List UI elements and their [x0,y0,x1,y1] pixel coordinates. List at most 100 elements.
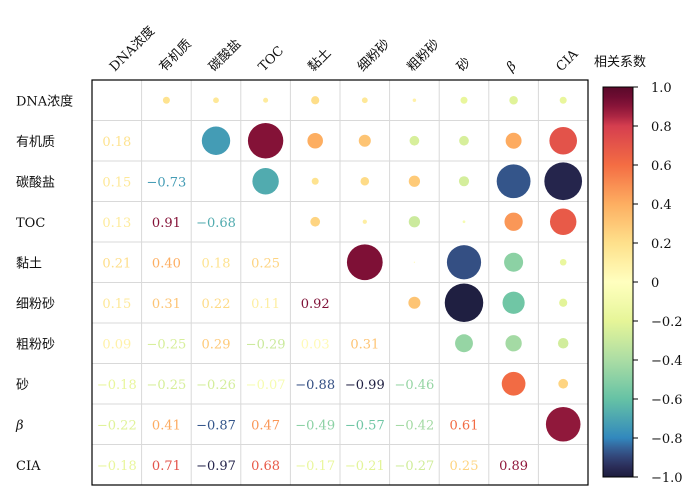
row-label: CIA [16,459,41,474]
correlation-value-label: 0.61 [450,418,479,433]
correlation-circle [504,252,524,272]
correlation-value-label: 0.89 [499,459,528,474]
correlation-value-label: −0.22 [97,418,137,433]
colorbar-tick-label: −0.2 [651,315,683,330]
colorbar-title: 相关系数 [594,55,646,70]
correlation-circle [559,258,567,266]
row-label: 碳酸盐 [16,175,55,190]
correlation-value-label: −0.49 [295,418,335,433]
correlation-circle [502,291,525,314]
correlation-value-label: 0.71 [152,459,181,474]
correlation-value-label: −0.29 [246,337,286,352]
colorbar-tick-label: 0.2 [651,237,672,252]
colorbar-tick-label: −0.6 [651,393,683,408]
correlation-value-label: 0.15 [102,175,131,190]
correlation-value-label: 0.18 [102,135,131,150]
correlation-value-label: −0.26 [196,378,236,393]
row-label: 细粉砂 [16,297,55,312]
correlation-circle [549,208,577,235]
row-label: 有机质 [16,135,55,150]
correlation-circle [311,177,319,185]
correlation-circle [458,176,470,187]
colorbar-tick-label: −0.8 [651,432,683,447]
correlation-circle [544,162,583,201]
correlation-circle [559,96,567,104]
column-label: 碳酸盐 [206,37,244,75]
correlation-value-label: −0.25 [146,378,186,393]
correlation-value-label: −0.97 [196,459,236,474]
correlation-value-label: 0.92 [301,297,330,312]
correlation-value-label: 0.13 [102,216,131,231]
correlation-value-label: −0.68 [196,216,236,231]
correlation-circle [346,244,383,281]
correlation-circle [408,296,421,309]
correlation-circle [408,175,421,187]
correlation-circle [247,123,284,159]
correlation-circle [496,164,531,199]
row-label: 粗粉砂 [16,337,55,352]
correlation-value-label: 0.09 [102,337,131,352]
correlation-circle [545,406,581,442]
correlation-circle [460,96,468,104]
correlation-value-label: −0.21 [345,459,385,474]
row-label: TOC [16,216,45,231]
correlation-circle [310,216,321,227]
column-label: TOC [256,43,287,74]
column-label: β [503,59,520,76]
correlation-value-label: −0.57 [345,418,385,433]
column-label: 细粉砂 [355,37,393,75]
correlation-value-label: −0.07 [246,378,286,393]
correlation-value-label: −0.42 [394,418,434,433]
correlation-circle [362,219,367,224]
correlation-value-label: 0.03 [301,337,330,352]
correlation-circle [413,261,415,263]
correlation-value-label: −0.25 [146,337,186,352]
correlation-circle [412,98,417,102]
correlation-circle [213,97,219,104]
correlation-value-label: −0.27 [394,459,434,474]
grid-lines [92,80,588,485]
correlation-value-label: −0.73 [146,175,186,190]
correlation-value-label: −0.87 [196,418,236,433]
correlation-value-label: −0.18 [97,378,137,393]
correlation-circle [162,96,170,104]
correlation-value-label: −0.88 [295,378,335,393]
matrix-cells: 0.18 0.15 −0.73 0.13 0.91 −0.68 0.21 0.40 0.18 0.… [97,95,583,474]
correlation-circle [252,168,279,195]
correlation-circle [549,126,578,155]
correlation-circle [358,134,371,147]
correlation-circle [446,245,482,280]
correlation-value-label: 0.41 [152,418,181,433]
correlation-circle [509,95,518,105]
correlation-value-label: 0.22 [202,297,231,312]
colorbar-gradient [602,86,634,478]
correlation-value-label: 0.25 [251,256,280,271]
correlation-circle [444,283,484,322]
correlation-value-label: 0.21 [102,256,131,271]
correlation-value-label: 0.47 [251,418,280,433]
correlation-circle [504,212,523,231]
correlation-value-label: 0.29 [202,337,231,352]
correlation-circle [501,371,526,396]
correlation-circle [360,176,370,186]
correlation-circle [263,97,269,103]
correlation-value-label: 0.40 [152,256,181,271]
colorbar-tick-label: 0.4 [651,198,672,213]
row-label: DNA浓度 [16,93,73,109]
correlation-value-label: 0.68 [251,459,280,474]
colorbar-tick-label: 1.0 [651,81,672,96]
correlation-value-label: −0.18 [97,459,137,474]
correlation-value-label: 0.15 [102,297,131,312]
row-label: 砂 [16,378,29,393]
correlation-value-label: 0.11 [251,297,280,312]
correlation-circle [201,126,231,155]
row-label: 黏土 [16,255,42,271]
matrix-frame [91,79,589,486]
correlation-value-label: 0.91 [152,216,181,231]
column-labels: DNA浓度有机质 碳酸盐 TOC 黏土 细粉砂 粗粉砂砂 β CIA [106,23,581,75]
column-label: 粗粉砂 [405,37,443,75]
colorbar-tick-label: −1.0 [651,471,683,486]
column-label: DNA浓度 [106,23,158,75]
